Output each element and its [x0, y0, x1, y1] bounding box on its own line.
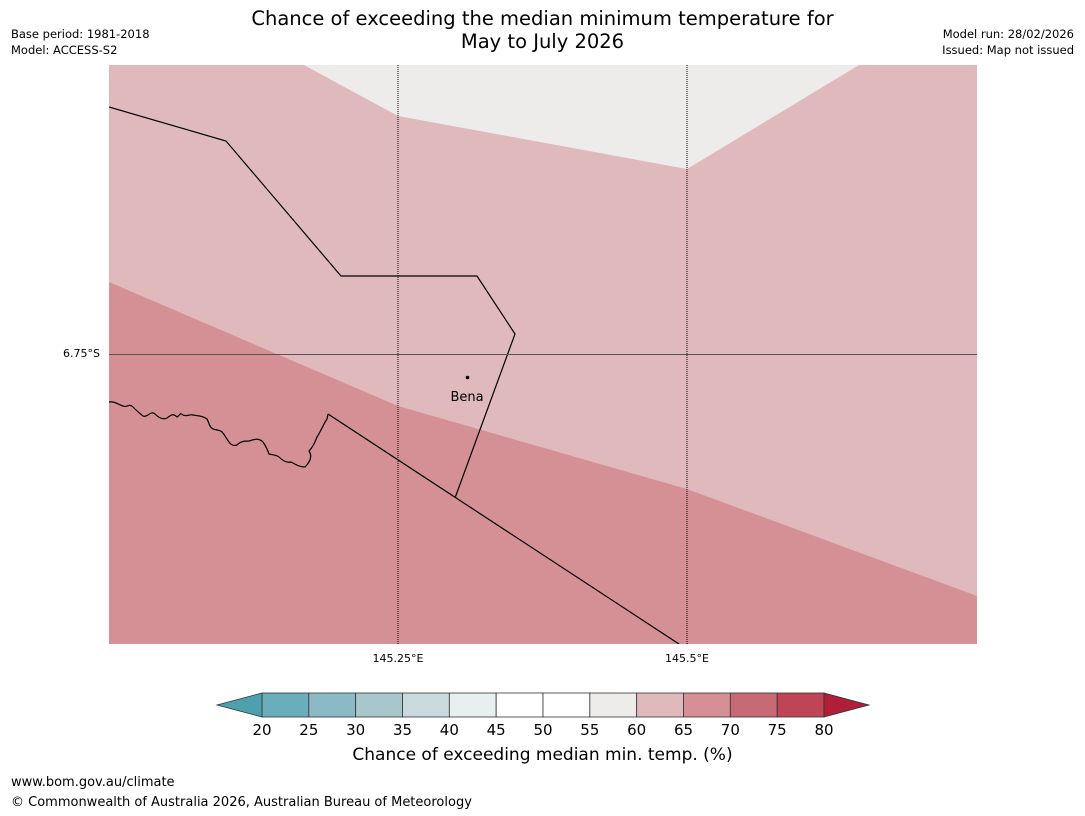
map-title: Chance of exceeding the median minimum t…: [0, 7, 1085, 53]
bena-label: Bena: [450, 390, 483, 405]
footer-url[interactable]: www.bom.gov.au/climate: [11, 775, 175, 790]
bena-marker[interactable]: [465, 375, 470, 380]
colorbar-tick-label: 35: [393, 721, 412, 739]
colorbar-tick-label: 45: [487, 721, 506, 739]
province-boundary-north: [109, 106, 516, 499]
colorbar-tick-label: 50: [533, 721, 552, 739]
colorbar-title: Chance of exceeding median min. temp. (%…: [352, 745, 733, 765]
colorbar-tick-label: 70: [721, 721, 740, 739]
colorbar-bin-30-35: [355, 692, 403, 718]
map-title-line-1: Chance of exceeding the median minimum t…: [251, 7, 834, 30]
colorbar-bin-45-50: [495, 692, 544, 718]
footer-copyright: © Commonwealth of Australia 2026, Austra…: [11, 795, 472, 810]
meta-right: Model run: 28/02/2026 Issued: Map not is…: [942, 26, 1074, 58]
colorbar-tick-label: 65: [674, 721, 693, 739]
colorbar-bin-20-25: [261, 692, 310, 718]
colorbar-tick-label: 30: [346, 721, 365, 739]
region-55-60: [304, 65, 859, 169]
colorbar-bin-70-75: [729, 692, 778, 718]
meta-left: Base period: 1981-2018 Model: ACCESS-S2: [11, 26, 150, 58]
colorbar-tick-label: 40: [440, 721, 459, 739]
model-text: Model: ACCESS-S2: [11, 43, 118, 57]
colorbar-bin-75-80: [776, 692, 825, 718]
colorbar: 20 25 30 35 40 45 50 55 60 65 70 75 80: [215, 692, 871, 739]
colorbar-bin-50-55: [542, 692, 591, 718]
colorbar-bin-55-60: [589, 692, 638, 718]
longitude-label-1: 145.25°E: [372, 652, 424, 665]
forecast-map: Bena: [109, 65, 977, 644]
model-run-text: Model run: 28/02/2026: [942, 27, 1074, 41]
colorbar-tick-label: 25: [299, 721, 318, 739]
colorbar-tick-label: 80: [814, 721, 833, 739]
colorbar-over-arrow: [823, 692, 871, 718]
latitude-label: 6.75°S: [63, 347, 100, 360]
colorbar-ticks: 20 25 30 35 40 45 50 55 60 65 70 75 80: [252, 721, 833, 739]
colorbar-bin-40-45: [448, 692, 497, 718]
province-boundary-south: [327, 413, 680, 644]
colorbar-bin-60-65: [636, 692, 684, 718]
issued-text: Issued: Map not issued: [942, 43, 1074, 57]
map-title-line-2: May to July 2026: [460, 30, 625, 53]
region-65-70: [109, 282, 977, 644]
colorbar-bin-35-40: [402, 692, 450, 718]
colorbar-tick-label: 75: [768, 721, 787, 739]
colorbar-tick-label: 60: [627, 721, 646, 739]
colorbar-tick-label: 20: [252, 721, 271, 739]
colorbar-tick-label: 55: [580, 721, 599, 739]
colorbar-under-arrow: [215, 692, 263, 718]
colorbar-bin-65-70: [683, 692, 731, 718]
base-period-text: Base period: 1981-2018: [11, 27, 150, 41]
colorbar-bins: [261, 692, 825, 718]
colorbar-bin-25-30: [308, 692, 357, 718]
longitude-label-2: 145.5°E: [665, 652, 709, 665]
coastline: [109, 401, 329, 468]
